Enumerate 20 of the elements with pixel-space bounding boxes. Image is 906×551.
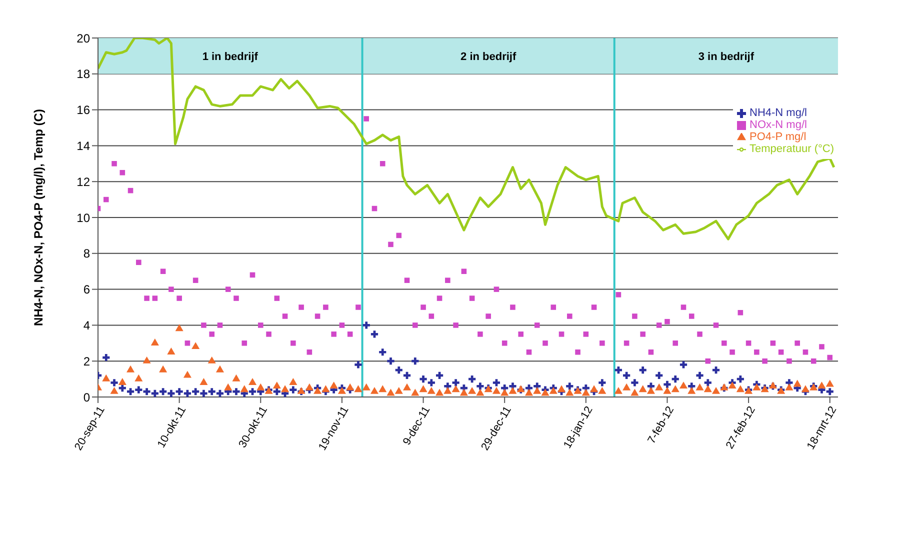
y-tick-label: 12 (76, 174, 90, 189)
y-tick-label: 20 (76, 31, 90, 46)
legend-label: PO4-P mg/l (750, 131, 806, 143)
annotation: 2 in bedrijf (460, 50, 516, 63)
legend-label: NH4-N mg/l (750, 107, 807, 119)
y-tick-label: 18 (76, 67, 90, 82)
y-tick-label: 16 (76, 103, 90, 118)
y-axis-title: NH4-N, NOx-N, PO4-P (mg/l), Temp (C) (31, 109, 46, 326)
legend-label: Temperatuur (°C) (750, 143, 834, 155)
legend-label: NOx-N mg/l (750, 119, 807, 131)
y-tick-label: 10 (76, 210, 90, 225)
annotation: 3 in bedrijf (698, 50, 754, 63)
y-tick-label: 0 (83, 390, 90, 404)
y-tick-label: 8 (83, 246, 90, 261)
y-tick-label: 14 (76, 138, 90, 153)
y-tick-label: 2 (83, 354, 90, 368)
line-series (98, 38, 836, 240)
y-tick-label: 6 (83, 282, 90, 297)
annotation: 1 in bedrijf (202, 50, 258, 63)
y-tick-label: 4 (83, 318, 90, 332)
